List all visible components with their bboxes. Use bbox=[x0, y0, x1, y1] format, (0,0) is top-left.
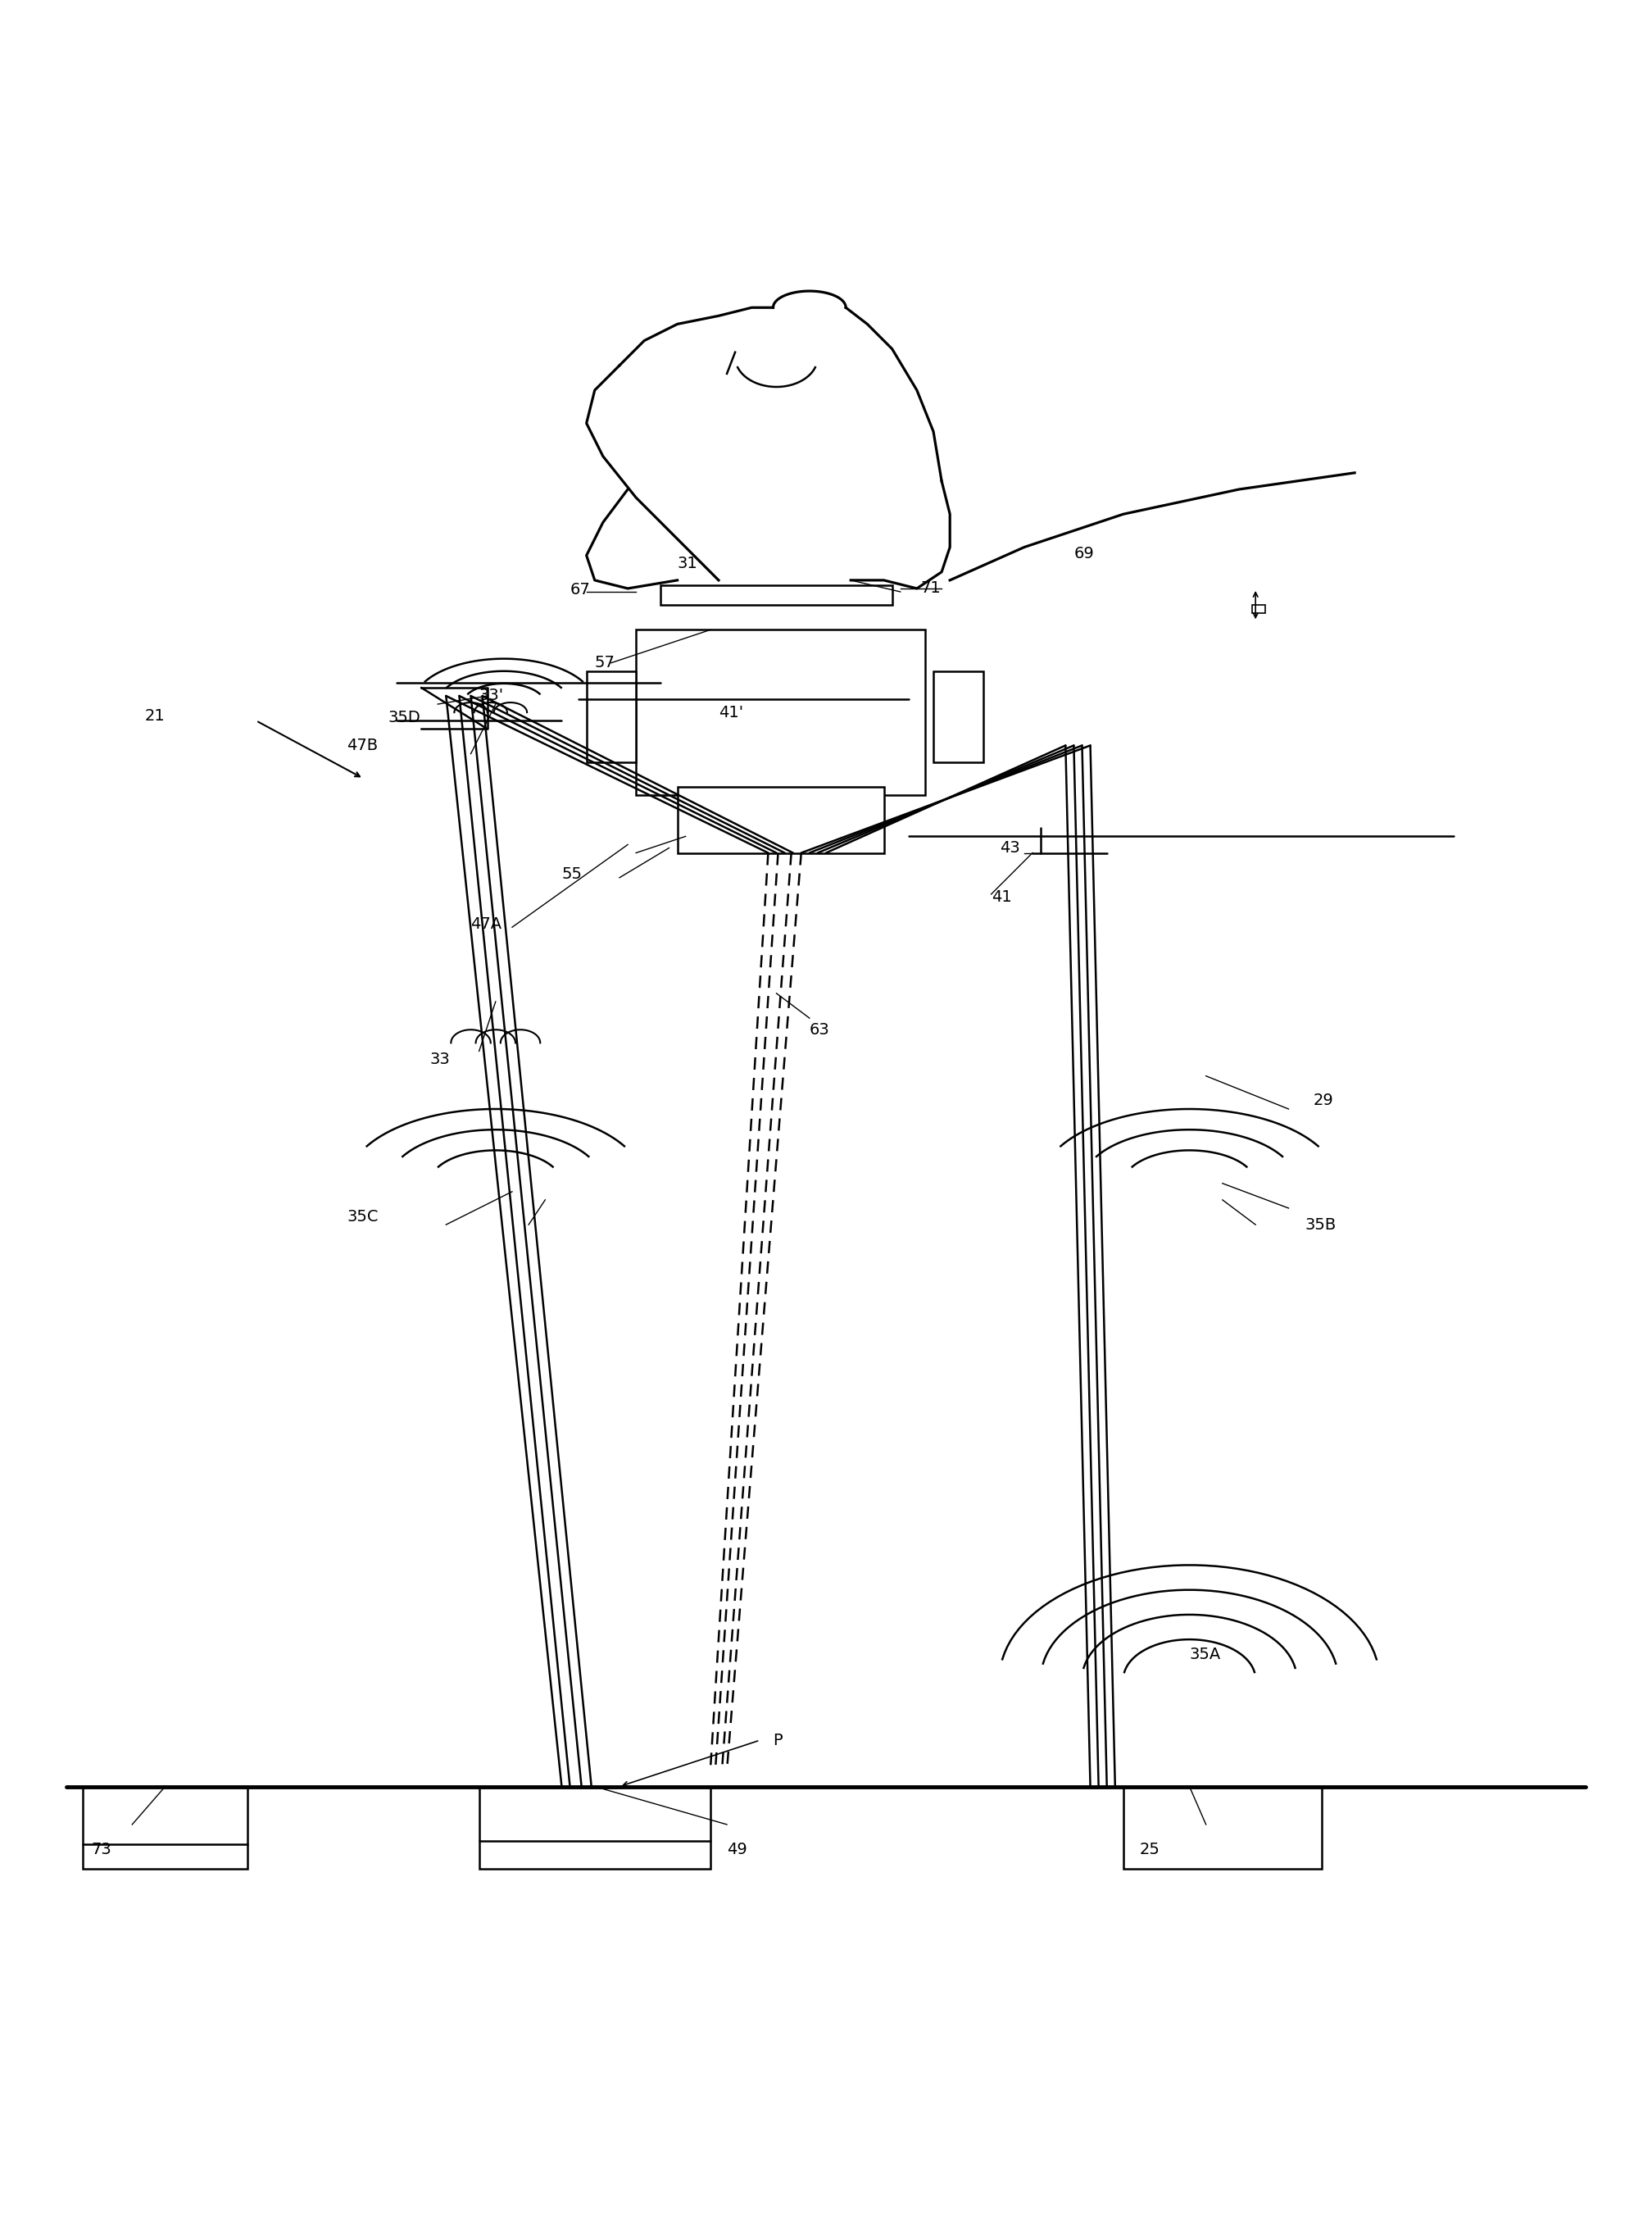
Text: 33: 33 bbox=[430, 1051, 449, 1067]
FancyBboxPatch shape bbox=[636, 630, 925, 794]
Text: 63: 63 bbox=[809, 1022, 829, 1038]
FancyBboxPatch shape bbox=[661, 586, 892, 606]
FancyBboxPatch shape bbox=[1123, 1785, 1322, 1870]
Text: 35A: 35A bbox=[1189, 1646, 1221, 1661]
Text: 55: 55 bbox=[562, 867, 582, 883]
Text: 43: 43 bbox=[999, 841, 1019, 856]
Text: 35D: 35D bbox=[388, 710, 421, 725]
Text: 31: 31 bbox=[677, 557, 697, 572]
Text: 33': 33' bbox=[479, 688, 504, 703]
Text: 35B: 35B bbox=[1305, 1218, 1336, 1233]
Text: 41: 41 bbox=[991, 889, 1011, 905]
Text: P: P bbox=[773, 1732, 783, 1748]
Text: 69: 69 bbox=[1074, 546, 1094, 561]
Text: 25: 25 bbox=[1140, 1841, 1160, 1856]
FancyBboxPatch shape bbox=[677, 787, 884, 854]
FancyBboxPatch shape bbox=[1252, 606, 1265, 612]
Text: 47A: 47A bbox=[471, 916, 502, 932]
Text: 67: 67 bbox=[570, 583, 590, 599]
FancyBboxPatch shape bbox=[83, 1785, 248, 1870]
FancyBboxPatch shape bbox=[479, 1785, 710, 1870]
Text: 35C: 35C bbox=[347, 1209, 378, 1224]
Text: 71: 71 bbox=[920, 581, 940, 597]
FancyBboxPatch shape bbox=[586, 672, 636, 763]
Text: 49: 49 bbox=[727, 1841, 747, 1856]
FancyBboxPatch shape bbox=[933, 672, 983, 763]
Text: 57: 57 bbox=[595, 654, 615, 670]
Text: 21: 21 bbox=[145, 708, 165, 723]
Text: 41': 41' bbox=[719, 705, 743, 721]
Text: 47B: 47B bbox=[347, 739, 378, 754]
Text: 73: 73 bbox=[91, 1841, 111, 1856]
Text: 29: 29 bbox=[1313, 1093, 1333, 1109]
